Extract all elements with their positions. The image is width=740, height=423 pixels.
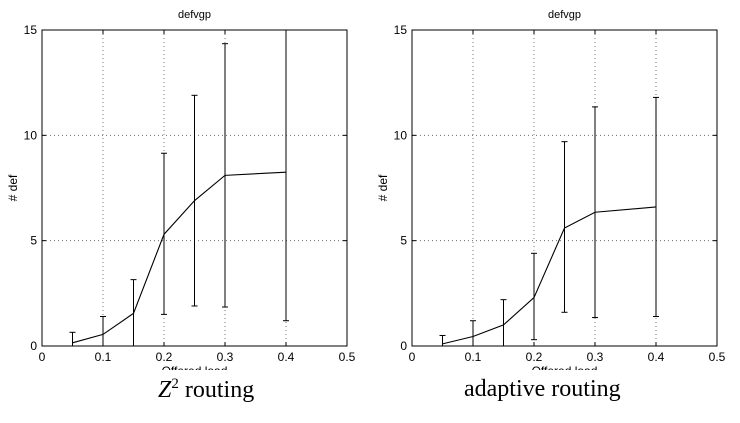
x-tick-label: 0.1 <box>95 350 112 364</box>
x-tick-label: 0 <box>39 350 46 364</box>
plot-frame <box>41 29 348 347</box>
series-line <box>72 171 287 344</box>
y-tick-label: 15 <box>24 23 38 37</box>
chart-title: defvgp <box>178 9 211 21</box>
y-axis-label: # def <box>376 174 390 201</box>
y-tick-label: 10 <box>24 128 38 142</box>
x-axis-label: Offered load <box>162 364 228 370</box>
x-tick-label: 0.4 <box>278 350 295 364</box>
chart-z2-routing: 0 0.1 0.2 0.3 0.4 0.5 0 5 10 15 defvgp Offered load… <box>6 9 356 370</box>
y-tick-label: 15 <box>394 23 408 37</box>
x-tick-label: 0 <box>409 350 416 364</box>
x-tick-label: 0.3 <box>217 350 234 364</box>
y-tick-label: 5 <box>400 234 407 248</box>
chart-title: defvgp <box>548 9 581 21</box>
x-tick-label: 0.2 <box>156 350 173 364</box>
chart-adaptive-routing: 0 0.1 0.2 0.3 0.4 0.5 0 5 10 15 defvgp Offered load… <box>376 9 726 370</box>
plot-frame <box>411 29 718 347</box>
x-tick-label: 0.4 <box>648 350 665 364</box>
x-tick-label: 0.2 <box>526 350 543 364</box>
x-tick-label: 0.3 <box>587 350 604 364</box>
x-axis-label: Offered load <box>532 364 598 370</box>
series-line <box>442 206 657 345</box>
x-tick-label: 0.1 <box>465 350 482 364</box>
y-tick-label: 0 <box>30 339 37 353</box>
y-axis-label: # def <box>6 174 20 201</box>
y-tick-label: 5 <box>30 234 37 248</box>
y-tick-label: 10 <box>394 128 408 142</box>
caption-adaptive-routing: adaptive routing <box>464 376 621 402</box>
x-tick-label: 0.5 <box>709 350 726 364</box>
x-tick-label: 0.5 <box>339 350 356 364</box>
caption-z2-routing: Z2 routing <box>158 376 255 403</box>
y-tick-label: 0 <box>400 339 407 353</box>
